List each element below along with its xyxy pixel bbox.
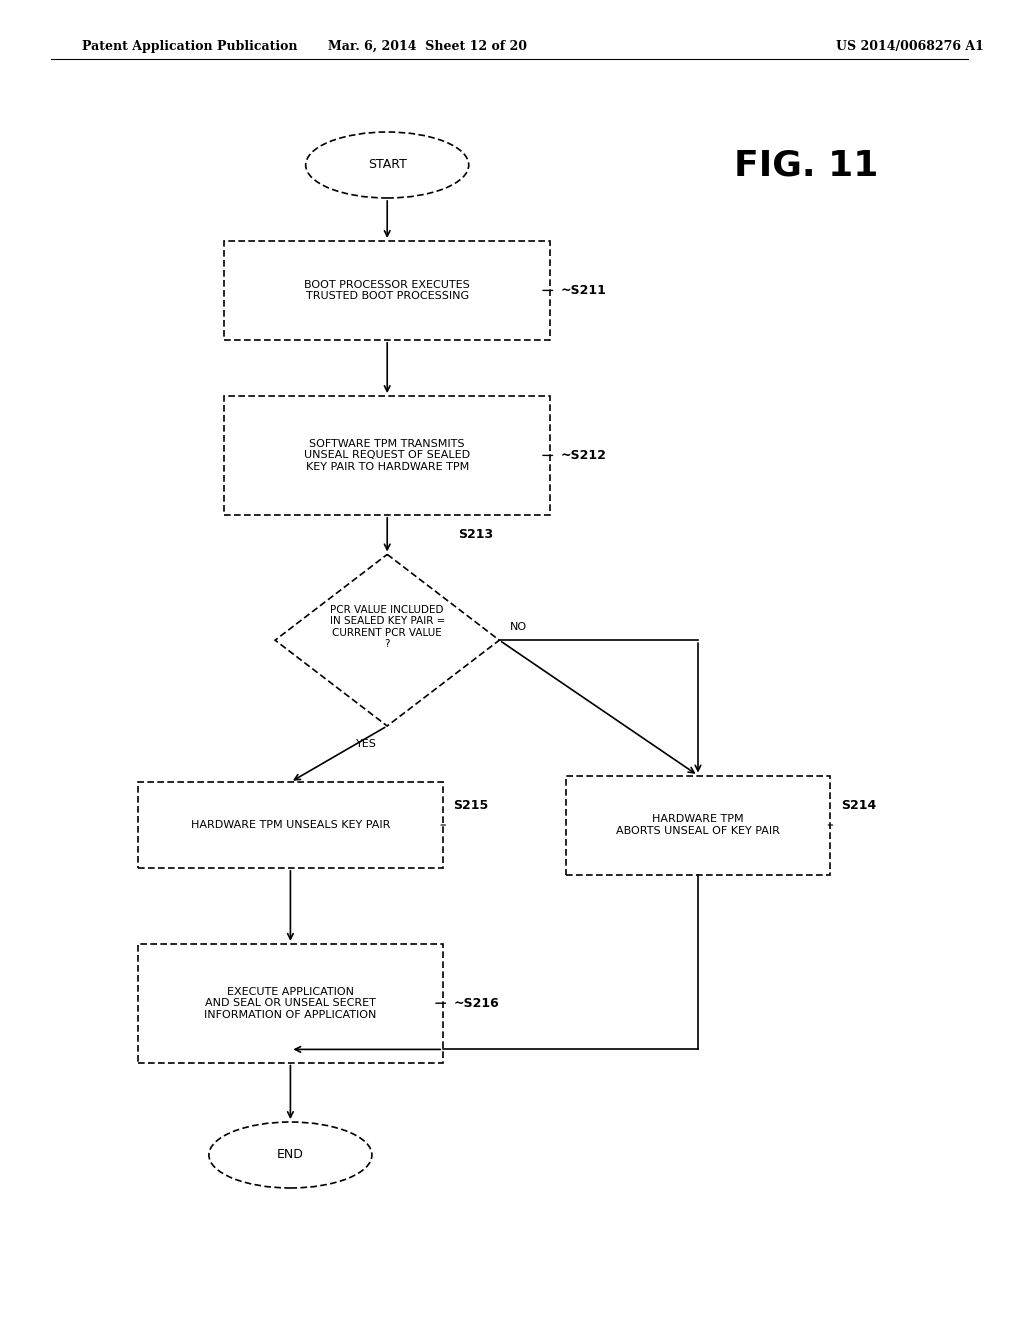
Text: NO: NO — [510, 622, 526, 632]
Text: S214: S214 — [841, 799, 876, 812]
Text: Mar. 6, 2014  Sheet 12 of 20: Mar. 6, 2014 Sheet 12 of 20 — [329, 40, 527, 53]
Text: HARDWARE TPM UNSEALS KEY PAIR: HARDWARE TPM UNSEALS KEY PAIR — [190, 820, 390, 830]
Text: FIG. 11: FIG. 11 — [733, 148, 878, 182]
Text: EXECUTE APPLICATION
AND SEAL OR UNSEAL SECRET
INFORMATION OF APPLICATION: EXECUTE APPLICATION AND SEAL OR UNSEAL S… — [204, 986, 377, 1020]
Text: PCR VALUE INCLUDED
IN SEALED KEY PAIR =
CURRENT PCR VALUE
?: PCR VALUE INCLUDED IN SEALED KEY PAIR = … — [330, 605, 444, 649]
Text: END: END — [276, 1148, 304, 1162]
Text: S213: S213 — [459, 528, 494, 541]
Text: Patent Application Publication: Patent Application Publication — [82, 40, 297, 53]
Text: ~S216: ~S216 — [454, 997, 499, 1010]
Text: S215: S215 — [454, 799, 488, 812]
Text: ~S212: ~S212 — [560, 449, 606, 462]
Text: ~S211: ~S211 — [560, 284, 606, 297]
Bar — [224, 242, 550, 339]
Text: YES: YES — [356, 739, 377, 750]
Text: US 2014/0068276 A1: US 2014/0068276 A1 — [836, 40, 983, 53]
Text: START: START — [368, 158, 407, 172]
Text: HARDWARE TPM
ABORTS UNSEAL OF KEY PAIR: HARDWARE TPM ABORTS UNSEAL OF KEY PAIR — [616, 814, 780, 836]
Text: SOFTWARE TPM TRANSMITS
UNSEAL REQUEST OF SEALED
KEY PAIR TO HARDWARE TPM: SOFTWARE TPM TRANSMITS UNSEAL REQUEST OF… — [304, 438, 470, 473]
Bar — [137, 944, 443, 1063]
Text: BOOT PROCESSOR EXECUTES
TRUSTED BOOT PROCESSING: BOOT PROCESSOR EXECUTES TRUSTED BOOT PRO… — [304, 280, 470, 301]
Bar — [224, 396, 550, 515]
Bar — [137, 781, 443, 869]
Bar — [565, 775, 830, 874]
